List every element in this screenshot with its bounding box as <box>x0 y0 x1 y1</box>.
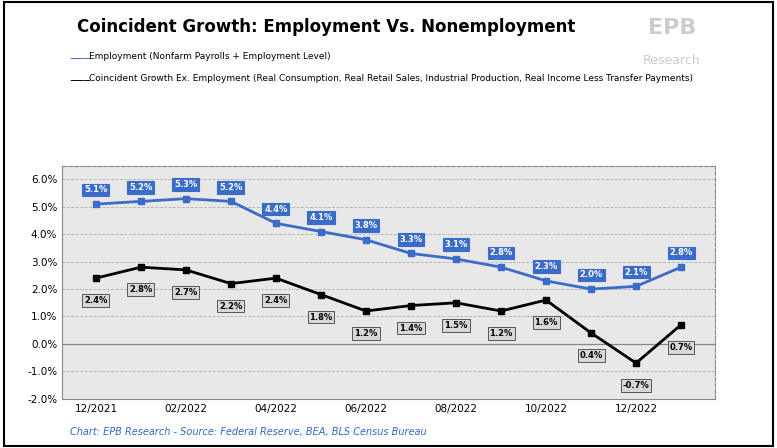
Text: 1.2%: 1.2% <box>354 329 378 338</box>
Text: 2.8%: 2.8% <box>670 249 693 258</box>
Text: 2.8%: 2.8% <box>129 285 152 294</box>
Text: 3.1%: 3.1% <box>444 240 468 249</box>
Text: 5.2%: 5.2% <box>129 183 152 192</box>
Text: 2.1%: 2.1% <box>625 267 648 276</box>
Text: Employment (Nonfarm Payrolls + Employment Level): Employment (Nonfarm Payrolls + Employmen… <box>89 52 331 60</box>
Text: EPB: EPB <box>648 18 696 38</box>
Text: 2.2%: 2.2% <box>219 302 242 310</box>
Text: 2.8%: 2.8% <box>490 249 513 258</box>
Text: 5.2%: 5.2% <box>219 183 242 192</box>
Text: -0.7%: -0.7% <box>622 381 650 390</box>
Text: 2.4%: 2.4% <box>84 296 107 305</box>
Text: Coincident Growth Ex. Employment (Real Consumption, Real Retail Sales, Industria: Coincident Growth Ex. Employment (Real C… <box>89 74 693 83</box>
Text: 0.4%: 0.4% <box>580 351 603 360</box>
Text: Chart: EPB Research - Source: Federal Reserve, BEA, BLS Census Bureau: Chart: EPB Research - Source: Federal Re… <box>70 427 427 437</box>
Text: 2.0%: 2.0% <box>580 271 603 280</box>
Text: 1.8%: 1.8% <box>309 313 333 322</box>
Text: 5.1%: 5.1% <box>84 185 107 194</box>
Text: 5.3%: 5.3% <box>174 180 197 189</box>
Text: 1.6%: 1.6% <box>535 318 558 327</box>
Text: 1.5%: 1.5% <box>444 321 468 330</box>
Text: 3.8%: 3.8% <box>354 221 378 230</box>
Text: 1.2%: 1.2% <box>490 329 513 338</box>
Text: 3.3%: 3.3% <box>399 235 423 244</box>
Text: 1.4%: 1.4% <box>399 323 423 332</box>
Text: ───: ─── <box>70 54 94 64</box>
Text: 0.7%: 0.7% <box>670 343 692 352</box>
Text: 4.4%: 4.4% <box>264 205 287 214</box>
Text: 2.3%: 2.3% <box>535 262 558 271</box>
Text: 2.7%: 2.7% <box>174 288 197 297</box>
Text: Coincident Growth: Employment Vs. Nonemployment: Coincident Growth: Employment Vs. Nonemp… <box>77 18 576 36</box>
Text: Research: Research <box>643 54 701 67</box>
Text: 2.4%: 2.4% <box>264 296 287 305</box>
Text: 4.1%: 4.1% <box>309 213 333 222</box>
Text: ───: ─── <box>70 76 94 86</box>
